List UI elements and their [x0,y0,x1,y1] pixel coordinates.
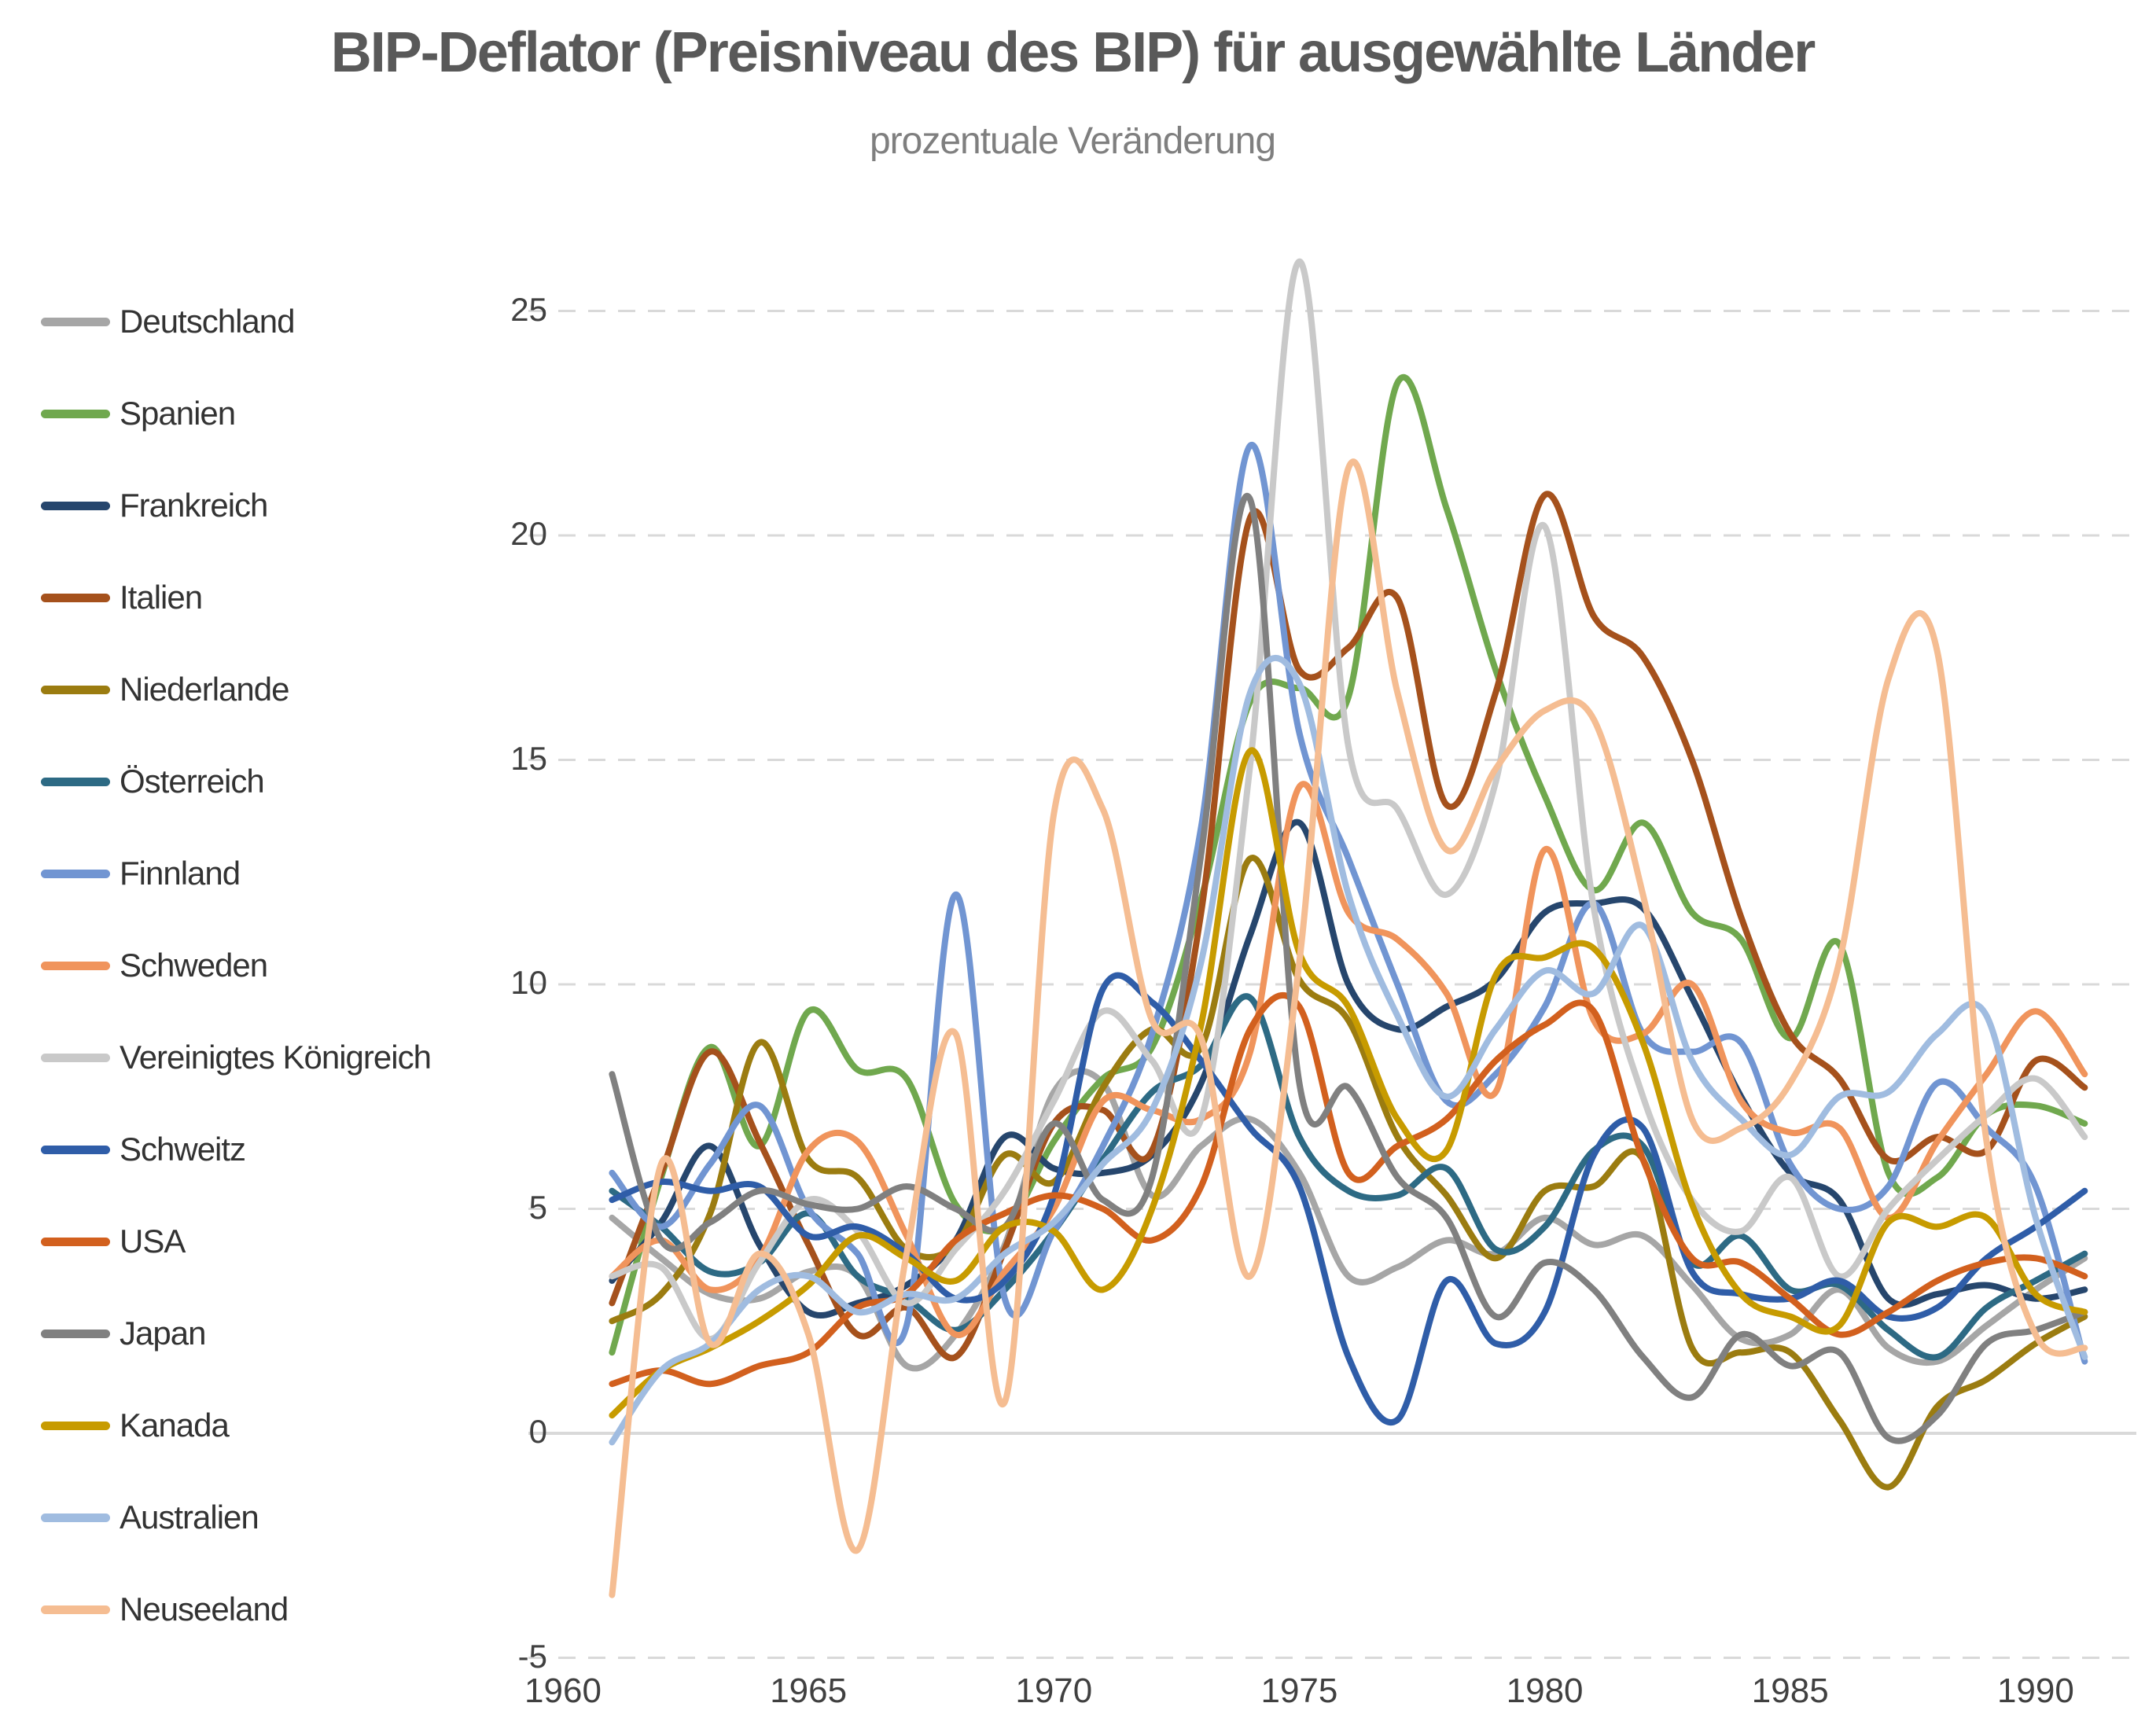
x-tick-label: 1960 [524,1672,602,1710]
series-line-deutschland [609,1068,2088,1372]
legend-swatch [41,1329,110,1338]
legend-label: Finnland [120,855,241,892]
legend-label: USA [120,1223,186,1260]
y-tick-label: 20 [510,515,547,552]
legend-item-kanada: Kanada [41,1407,230,1444]
y-tick-label: 10 [510,964,547,1001]
legend-item-finnland: Finnland [41,855,241,892]
legend-item-japan: Japan [41,1315,206,1352]
legend-item-neuseeland: Neuseeland [41,1591,289,1628]
legend-item-deutschland: Deutschland [41,303,295,340]
legend-label: Schweitz [120,1131,246,1168]
legend-swatch [41,593,110,602]
legend-label: Italien [120,579,203,616]
x-tick-label: 1975 [1260,1672,1338,1710]
x-tick-label: 1980 [1506,1672,1584,1710]
x-tick-label: 1985 [1751,1672,1829,1710]
x-tick-label: 1990 [1996,1672,2074,1710]
x-tick-label: 1965 [770,1672,848,1710]
y-tick-label: 0 [528,1413,547,1450]
legend-label: Frankreich [120,487,268,524]
legend-swatch [41,1605,110,1614]
legend-label: Neuseeland [120,1591,289,1628]
series-line-usa [609,992,2088,1388]
legend-swatch [41,1421,110,1430]
series-line-vereinigtes-königreich [609,258,2088,1343]
series-line-schweden [609,781,2088,1338]
series-line-niederlande [609,855,2088,1491]
series-line-italien [609,491,2088,1362]
legend-swatch [41,1237,110,1246]
legend-label: Kanada [120,1407,230,1444]
series-line-spanien [609,373,2088,1356]
legend-swatch [41,961,110,970]
legend-item-italien: Italien [41,579,203,616]
chart-title: BIP-Deflator (Preisniveau des BIP) für a… [330,21,1816,84]
legend-label: Schweden [120,947,268,984]
legend-item-spanien: Spanien [41,395,236,432]
legend-item-vereinigtes-königreich: Vereinigtes Königreich [41,1039,432,1076]
x-tick-label: 1970 [1015,1672,1093,1710]
series-line-frankreich [609,818,2088,1319]
legend-label: Australien [120,1499,259,1536]
legend-swatch [41,501,110,510]
legend-swatch [41,869,110,878]
legend-label: Vereinigtes Königreich [120,1039,432,1076]
legend-label: Japan [120,1315,206,1352]
series-line-neuseeland [609,458,2088,1598]
chart-subtitle: prozentuale Veränderung [869,120,1276,162]
legend-swatch [41,685,110,694]
series-line-schweitz [609,972,2088,1425]
legend-item-österreich: Österreich [41,763,265,800]
y-tick-label: 25 [510,290,547,328]
legend-swatch [41,777,110,786]
legend-label: Deutschland [120,303,295,340]
y-tick-label: -5 [517,1637,547,1675]
y-tick-label: 15 [510,739,547,777]
legend-item-niederlande: Niederlande [41,671,289,708]
y-tick-label: 5 [528,1188,547,1226]
legend-swatch [41,1513,110,1522]
legend-item-australien: Australien [41,1499,259,1536]
legend-label: Niederlande [120,671,289,708]
legend-swatch [41,1145,110,1154]
legend-swatch [41,409,110,418]
legend-label: Österreich [120,763,265,800]
legend-label: Spanien [120,395,236,432]
legend-swatch [41,1053,110,1062]
legend-item-usa: USA [41,1223,186,1260]
legend-item-schweitz: Schweitz [41,1131,246,1168]
legend-swatch [41,317,110,326]
legend-item-frankreich: Frankreich [41,487,268,524]
legend-item-schweden: Schweden [41,947,268,984]
